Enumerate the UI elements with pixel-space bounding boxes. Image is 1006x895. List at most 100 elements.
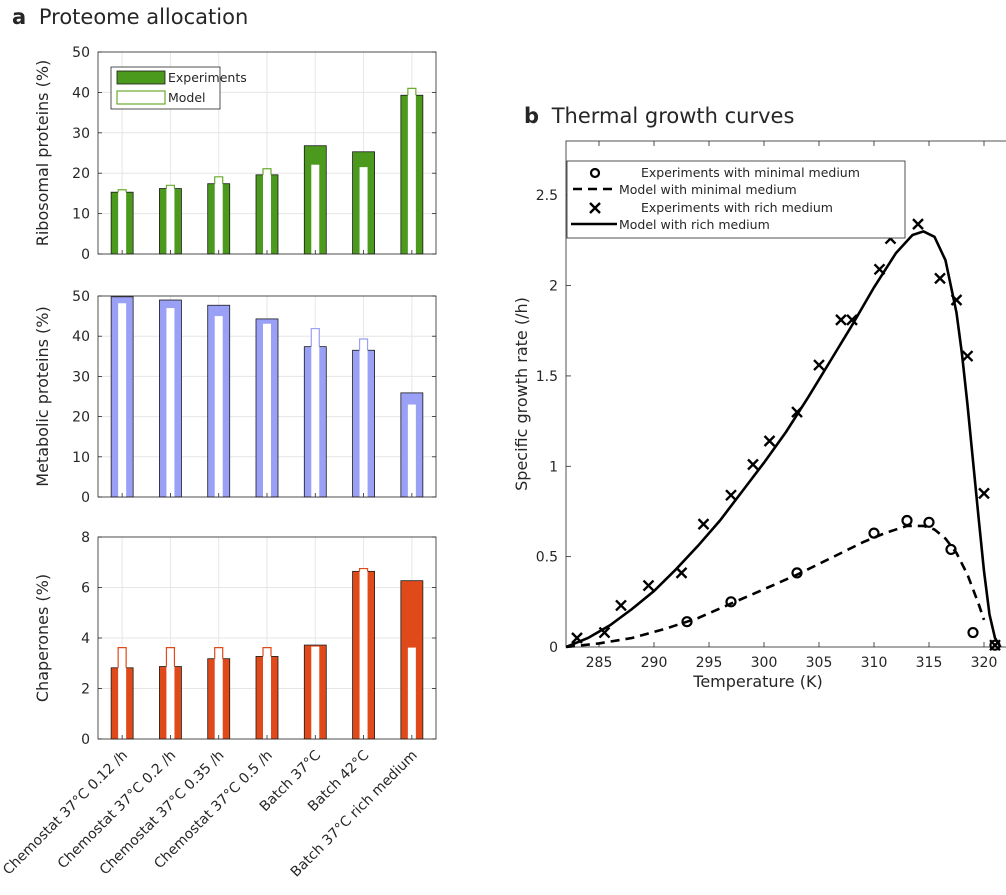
- model-bar: [407, 647, 416, 739]
- legend-marker-circle: [589, 167, 601, 179]
- model-bar: [359, 339, 368, 497]
- model-bar: [214, 316, 223, 497]
- model-bar-outline: [214, 646, 224, 659]
- panel-a-letter: a: [12, 5, 26, 29]
- y-axis-label: Ribosomal proteins (%): [33, 60, 52, 247]
- model-bar: [166, 647, 175, 739]
- model-bar: [214, 647, 223, 739]
- legend: Experiments Model: [110, 66, 247, 110]
- y-axis-label: Specific growth rate (/h): [512, 297, 531, 491]
- model-bar-outline: [214, 176, 224, 184]
- model-bar: [263, 168, 271, 254]
- model-bar: [214, 176, 223, 254]
- plot-content: [566, 218, 1002, 652]
- legend-label-model: Model: [168, 90, 206, 105]
- model-bar-outline: [117, 646, 127, 668]
- legend-swatch-experiments: [116, 70, 166, 85]
- model-bar-outline: [262, 168, 272, 175]
- exp-minimal-point: [945, 543, 957, 556]
- y-axis-label: Metabolic proteins (%): [33, 306, 52, 486]
- model-bar: [118, 647, 127, 739]
- x-tick-label: 310: [861, 655, 888, 671]
- model-bar-outline: [165, 646, 176, 667]
- x-tick-label: 290: [641, 655, 668, 671]
- exp-rich-point: [835, 314, 847, 326]
- y-tick-label: 6: [81, 581, 90, 597]
- panel-b-letter: b: [524, 104, 539, 128]
- exp-rich-point: [615, 599, 627, 612]
- legend-swatch-model: [116, 90, 166, 105]
- exp-minimal-point: [791, 567, 803, 579]
- model-bar: [359, 167, 368, 254]
- exp-rich-point: [675, 567, 688, 579]
- exp-rich-point: [873, 263, 886, 276]
- y-tick-label: 2.5: [536, 188, 558, 204]
- exp-minimal-point: [901, 514, 913, 527]
- exp-rich-point: [642, 579, 655, 592]
- y-tick-label: 0: [549, 640, 558, 656]
- model-rich-line: [566, 230, 1002, 649]
- y-tick-label: 0: [81, 247, 90, 263]
- y-tick-label: 50: [72, 289, 90, 305]
- y-axis-label: Chaperones (%): [33, 574, 52, 702]
- legend-marker-x: [589, 202, 601, 214]
- y-tick-label: 8: [81, 530, 90, 546]
- model-bar: [359, 568, 368, 739]
- x-tick-label: 295: [696, 655, 723, 671]
- model-bar-outline: [358, 338, 369, 351]
- legend-label: Experiments with minimal medium: [641, 165, 860, 180]
- legend-label-experiments: Experiments: [168, 70, 247, 85]
- y-tick-label: 30: [72, 126, 90, 142]
- model-bar: [263, 323, 271, 497]
- model-bar: [407, 88, 416, 254]
- model-bar: [311, 646, 320, 739]
- model-bar: [118, 189, 127, 254]
- model-bar: [263, 647, 271, 739]
- y-tick-label: 1: [549, 459, 558, 475]
- exp-rich-point: [961, 350, 974, 362]
- exp-minimal-point: [923, 516, 935, 528]
- exp-rich-point: [725, 489, 737, 502]
- y-tick-label: 20: [72, 166, 90, 182]
- y-tick-label: 0: [81, 490, 90, 506]
- y-tick-label: 2: [549, 279, 558, 295]
- legend-label: Experiments with rich medium: [641, 200, 833, 215]
- model-bar: [166, 308, 175, 497]
- exp-rich-point: [571, 632, 583, 644]
- exp-minimal-point: [967, 626, 979, 639]
- legend-label: Model with minimal medium: [619, 182, 797, 197]
- ribosomal-bar-chart: 0 10 20 30 40 50 Ribosomal proteins (%) Experim…: [33, 45, 437, 263]
- panel-b-title: b Thermal growth curves: [524, 104, 794, 128]
- panel-a-title: a Proteome allocation: [12, 5, 248, 29]
- exp-rich-point: [912, 218, 924, 230]
- exp-rich-point: [598, 626, 611, 639]
- legend-box: [566, 160, 906, 239]
- y-tick-label: 2: [81, 682, 90, 698]
- y-tick-label: 50: [72, 45, 90, 61]
- exp-rich-point: [813, 359, 825, 371]
- panel-a-title-text: Proteome allocation: [39, 5, 248, 29]
- x-tick-label: 315: [916, 655, 943, 671]
- chaperones-bar-chart: 0 2 4 6 8 Chaperones (%): [33, 530, 437, 748]
- x-tick-label: 285: [586, 655, 613, 671]
- exp-rich-point: [846, 314, 858, 326]
- y-tick-label: 1.5: [536, 369, 558, 385]
- exp-rich-point: [934, 272, 946, 285]
- panel-b-title-text: Thermal growth curves: [551, 104, 795, 128]
- exp-rich-point: [791, 406, 803, 418]
- model-bar: [311, 328, 320, 497]
- model-bar-outline: [117, 189, 127, 193]
- y-tick-label: 20: [72, 410, 90, 426]
- exp-minimal-point: [681, 616, 693, 628]
- y-tick-label: 0: [81, 732, 90, 748]
- model-bar-outline: [358, 567, 369, 572]
- x-axis-label: Temperature (K): [692, 672, 822, 691]
- x-tick-label: 305: [806, 655, 833, 671]
- model-bar: [166, 185, 175, 254]
- legend: Experiments with minimal medium Model wit…: [566, 160, 906, 239]
- metabolic-bar-chart: 0 10 20 30 40 50 Metabolic proteins (%): [33, 289, 437, 506]
- exp-rich-point: [747, 458, 759, 471]
- exp-minimal-point: [868, 527, 880, 539]
